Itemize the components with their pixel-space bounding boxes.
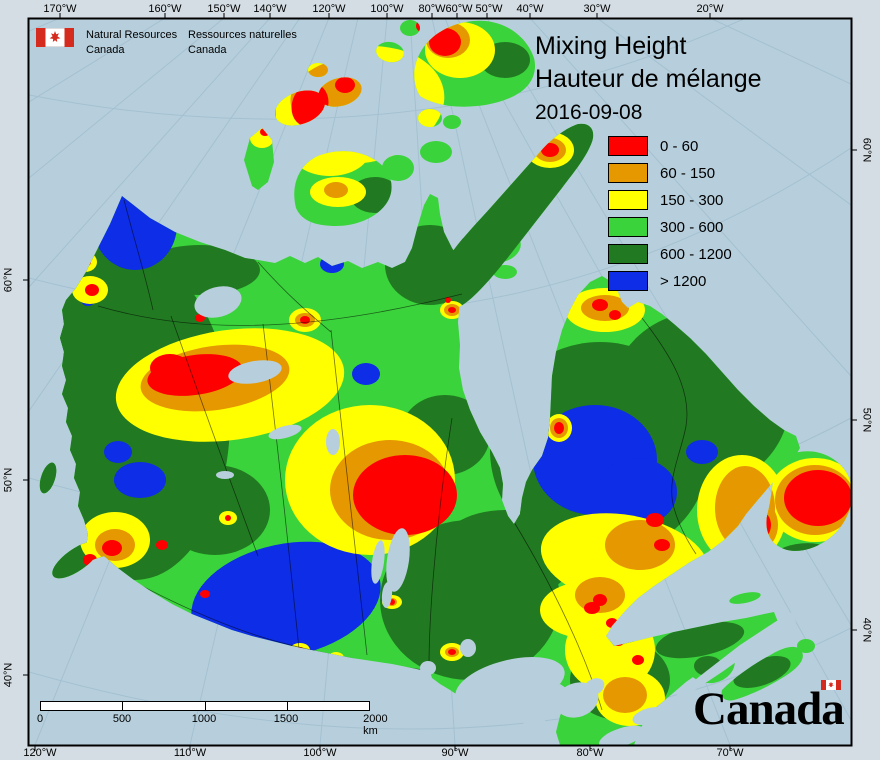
legend-label: 600 - 1200	[660, 245, 732, 263]
scale-label: 1000	[191, 713, 217, 725]
scale-bar-segment	[41, 702, 124, 710]
map-title: Mixing Height Hauteur de mélange 2016-09…	[535, 30, 762, 129]
grat-label-bottom: 90°W	[441, 747, 469, 759]
scale-bar: 0 500 1000 1500 2000 km	[36, 701, 388, 737]
scale-label: 0	[36, 713, 44, 725]
grat-label-left: 50°N	[2, 467, 15, 493]
grat-label-top: 80°W	[418, 3, 446, 15]
grat-label-left: 40°N	[2, 662, 15, 688]
legend-row: 60 - 150	[608, 163, 732, 183]
grat-label-top: 60°W	[445, 3, 473, 15]
grat-label-bottom: 70°W	[716, 747, 744, 759]
tick-marks	[23, 13, 857, 751]
canada-wordmark: Canada	[693, 680, 845, 736]
grat-label-top: 50°W	[475, 3, 503, 15]
legend-row: 0 - 60	[608, 136, 732, 156]
legend-label: 60 - 150	[660, 164, 716, 182]
grat-label-bottom: 120°W	[23, 747, 57, 759]
legend-swatch-gt-1200	[608, 271, 648, 291]
scale-label: 2000 km	[363, 713, 388, 737]
title-date: 2016-09-08	[535, 101, 643, 124]
grat-label-top: 170°W	[43, 3, 77, 15]
legend-row: 600 - 1200	[608, 244, 732, 264]
legend-label: > 1200	[660, 272, 707, 290]
title-line-en: Mixing Height	[535, 32, 687, 60]
grat-label-top: 20°W	[696, 3, 724, 15]
map-content	[29, 19, 851, 745]
grat-label-top: 100°W	[370, 3, 404, 15]
legend-swatch-300-600	[608, 217, 648, 237]
scale-bar-segment	[123, 702, 206, 710]
grat-label-top: 160°W	[148, 3, 182, 15]
grat-label-top: 30°W	[583, 3, 611, 15]
scale-bar-segment	[287, 702, 369, 710]
legend-row: > 1200	[608, 271, 732, 291]
scale-label: 500	[112, 713, 132, 725]
legend: 0 - 60 60 - 150 150 - 300 300 - 600 600 …	[608, 136, 732, 298]
grat-label-right: 50°N	[860, 407, 873, 433]
grat-label-top: 150°W	[207, 3, 241, 15]
legend-row: 150 - 300	[608, 190, 732, 210]
map-frame	[27, 17, 853, 747]
legend-label: 300 - 600	[660, 218, 724, 236]
legend-row: 300 - 600	[608, 217, 732, 237]
grat-label-bottom: 100°W	[303, 747, 337, 759]
logo-en-line1: Natural Resources	[86, 29, 178, 41]
legend-label: 0 - 60	[660, 137, 699, 155]
legend-swatch-150-300	[608, 190, 648, 210]
scale-label: 1500	[273, 713, 299, 725]
scale-bar-labels: 0 500 1000 1500 2000 km	[36, 713, 388, 737]
scale-bar-graphic	[40, 701, 370, 711]
legend-swatch-600-1200	[608, 244, 648, 264]
wordmark-text: Canada	[693, 683, 845, 735]
scale-bar-segment	[205, 702, 288, 710]
logo-text-french: Ressources naturelles Canada	[188, 28, 297, 58]
grat-label-top: 40°W	[516, 3, 544, 15]
legend-label: 150 - 300	[660, 191, 724, 209]
logo-text-english: Natural Resources Canada	[86, 28, 177, 58]
grat-label-right: 60°N	[860, 137, 873, 163]
grat-label-top: 140°W	[253, 3, 287, 15]
legend-swatch-0-60	[608, 136, 648, 156]
logo-fr-line1: Ressources naturelles	[188, 29, 297, 41]
title-line-fr: Hauteur de mélange	[535, 65, 762, 93]
grat-label-bottom: 110°W	[173, 747, 207, 759]
lakes	[194, 286, 796, 745]
grat-label-bottom: 80°W	[576, 747, 604, 759]
logo-fr-line2: Canada	[188, 44, 227, 56]
grat-label-top: 120°W	[312, 3, 346, 15]
grat-label-left: 60°N	[2, 267, 15, 293]
grat-label-right: 40°N	[860, 617, 873, 643]
legend-swatch-60-150	[608, 163, 648, 183]
logo-en-line2: Canada	[86, 44, 125, 56]
